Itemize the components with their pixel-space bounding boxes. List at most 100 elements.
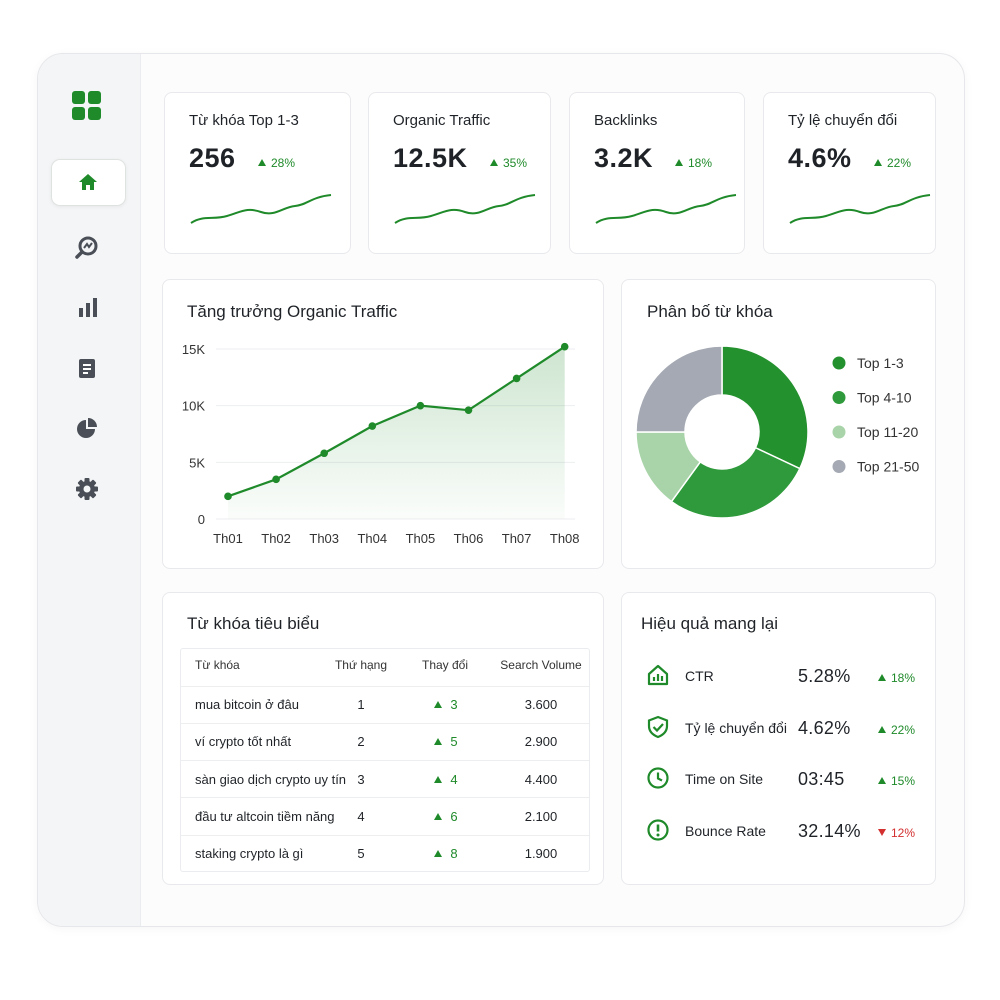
kpi-change: 35% (503, 156, 528, 170)
legend-label: Top 21-50 (857, 459, 919, 475)
line (227, 345, 566, 498)
legend-dot (832, 425, 846, 439)
x-tick-label: Th01 (213, 531, 243, 546)
line-chart-card: Tăng trưởng Organic Traffic 0 5K 10K 15K Th01… (162, 279, 604, 569)
arrow-shape (878, 777, 886, 785)
arrow-shape (874, 159, 882, 166)
arrow-shape (434, 775, 442, 783)
kpi-change: 28% (271, 156, 296, 170)
change-arrow (434, 701, 442, 708)
change-arrow (434, 850, 442, 858)
x-tick-label: Th03 (309, 531, 339, 546)
metric-icon (647, 819, 669, 841)
rank-change: 6 (450, 808, 458, 824)
point (560, 342, 569, 351)
kpi-value: 3.2K (594, 143, 654, 173)
performance-title: Hiệu quả mang lại (641, 614, 779, 633)
change-arrow (874, 159, 882, 166)
donut-card: Phân bố từ khóa Top 1-3 Top 4-10 Top 11-20 T… (621, 279, 936, 569)
point (272, 475, 280, 484)
home-icon (79, 174, 97, 190)
kpi-change: 22% (887, 156, 912, 170)
x-tick-label: Th08 (550, 531, 580, 546)
metric-icon (647, 767, 669, 789)
metric-value: 5.28% (798, 666, 851, 686)
kpi-value: 4.6% (788, 143, 852, 173)
icon-shape (652, 674, 664, 681)
rank: 4 (357, 808, 365, 824)
sparkline (190, 194, 332, 224)
rank: 2 (357, 734, 365, 750)
kpi-card: Organic Traffic 12.5K 35% (368, 92, 551, 254)
kpi-change: 18% (688, 156, 713, 170)
rank-change: 5 (450, 734, 458, 750)
arrow-shape (434, 812, 442, 820)
nav-distribution[interactable] (76, 418, 98, 440)
icon-shape (647, 715, 669, 738)
nav-search[interactable] (75, 235, 101, 259)
line-chart: 0 5K 10K 15K Th01 Th02 Th03 Th04 Th05 Th06 Th07 Th0… (182, 342, 580, 546)
keyword: mua bitcoin ở đâu (195, 697, 299, 712)
nav-home[interactable] (51, 159, 126, 206)
column-header: Từ khóa (195, 658, 240, 672)
kpi-value: 256 (189, 143, 236, 173)
y-tick-label: 10K (182, 399, 205, 414)
rank: 3 (357, 771, 365, 787)
area (228, 346, 565, 519)
y-tick-label: 0 (198, 512, 205, 527)
nav-reports[interactable] (78, 358, 98, 380)
point (368, 422, 377, 430)
arrow-shape (490, 159, 498, 166)
arrow-shape (878, 829, 886, 837)
change-arrow (434, 812, 442, 820)
sidebar (38, 54, 141, 926)
search-volume: 2.900 (524, 734, 558, 750)
search-volume: 1.900 (524, 846, 558, 862)
metric-label: Tỷ lệ chuyển đổi (685, 719, 787, 736)
keyword: ví crypto tốt nhất (195, 734, 292, 750)
donut-slice (635, 345, 723, 433)
row-divider (181, 722, 589, 724)
change-arrow (878, 674, 886, 681)
arrow-shape (878, 725, 886, 733)
arrow-shape (878, 674, 886, 681)
column-header: Thứ hạng (334, 658, 388, 672)
x-tick-label: Th04 (357, 531, 387, 546)
metric-label: Bounce Rate (685, 823, 766, 840)
dashboard-frame: Từ khóa Top 1-3 256 28% Organic Traffic 12.5… (37, 53, 965, 927)
column-header: Search Volume (500, 658, 582, 672)
metric-icon (647, 664, 669, 686)
change-arrow (434, 738, 442, 746)
y-tick-label: 15K (182, 342, 205, 357)
donut-chart: Top 1-3 Top 4-10 Top 11-20 Top 21-50 (635, 345, 919, 519)
arrow-shape (434, 738, 442, 746)
nav-analytics[interactable] (77, 297, 99, 319)
row-divider (181, 685, 589, 687)
x-tick-label: Th07 (502, 531, 532, 546)
kpi-card: Từ khóa Top 1-3 256 28% (164, 92, 351, 254)
change-arrow (490, 159, 498, 166)
sparkline-path (789, 194, 931, 224)
kpi-card: Tỷ lệ chuyển đổi 4.6% 22% (763, 92, 936, 254)
change-arrow (258, 159, 266, 166)
rank-change: 3 (450, 697, 458, 712)
arrow-shape (258, 159, 266, 166)
legend-label: Top 1-3 (857, 355, 904, 371)
donut-slice (721, 345, 809, 470)
arrow-shape (675, 159, 683, 166)
kpi-value: 12.5K (393, 143, 468, 173)
nav-settings[interactable] (75, 477, 99, 501)
keyword: sàn giao dịch crypto uy tín (195, 771, 347, 787)
search-volume: 4.400 (524, 771, 558, 787)
metric-label: CTR (685, 668, 714, 684)
donut-slice (670, 446, 801, 519)
point (512, 374, 521, 383)
change-arrow (878, 725, 886, 733)
legend-label: Top 4-10 (857, 390, 912, 406)
arrow-shape (434, 701, 442, 708)
keyword: staking crypto là gì (195, 846, 304, 862)
rank: 5 (357, 846, 365, 862)
metric-change: 12% (891, 826, 916, 841)
